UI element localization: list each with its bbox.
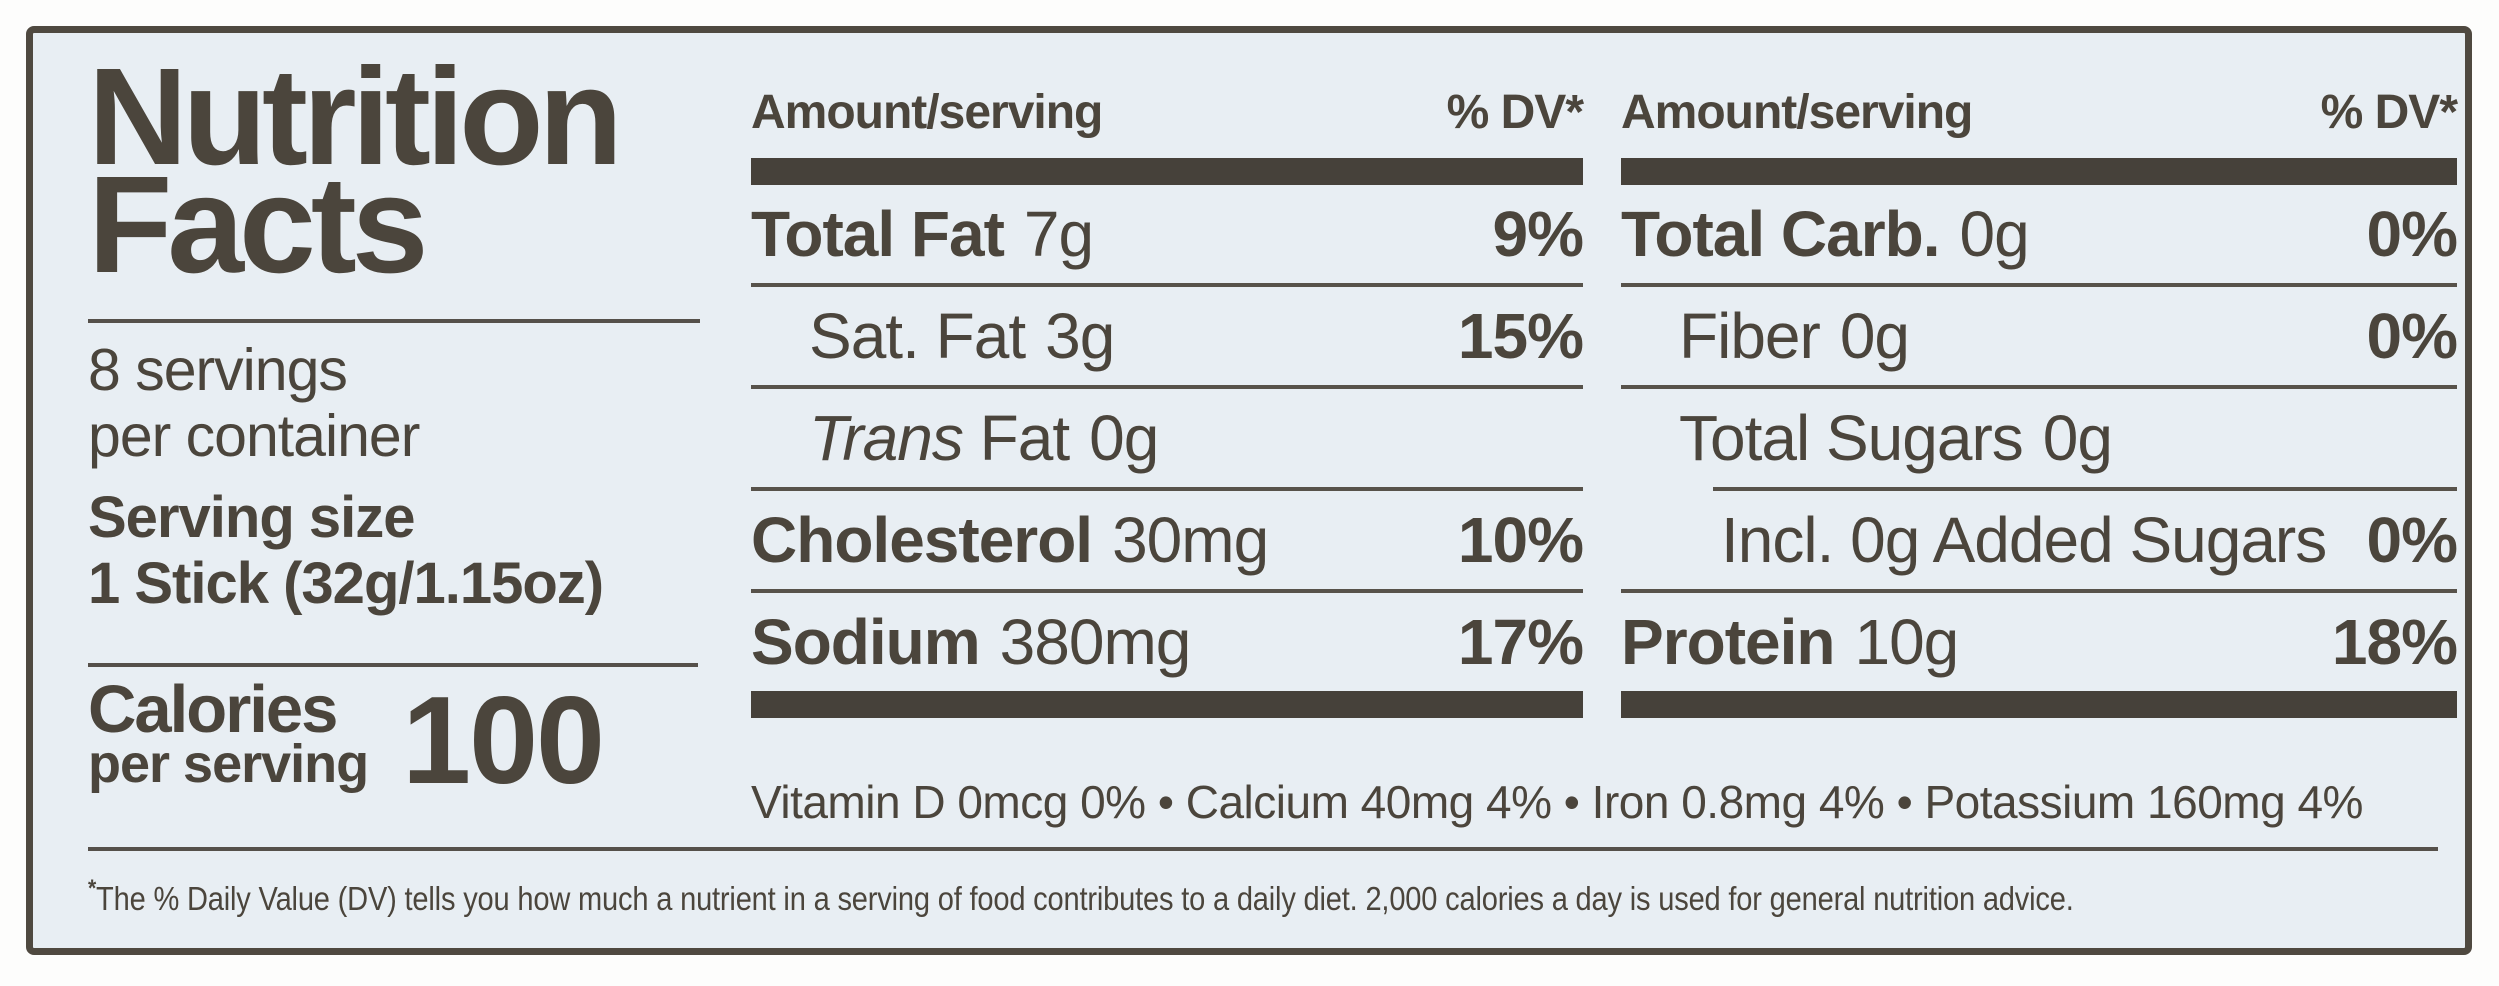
nutrient-row-trans-fat: Trans Fat 0g bbox=[751, 389, 1583, 487]
nutrient-name: Cholesterol bbox=[751, 504, 1093, 576]
nutrient-name: Protein bbox=[1621, 606, 1835, 678]
nutrient-amount: 0g bbox=[1959, 198, 2030, 270]
column-header: Amount/serving % DV* bbox=[751, 33, 1584, 158]
nutrient-row-fiber: Fiber 0g 0% bbox=[1621, 287, 2458, 385]
column-header: Amount/serving % DV* bbox=[1621, 33, 2458, 158]
calories-label-line-2: per serving bbox=[88, 734, 369, 794]
footer-bar bbox=[1621, 691, 2457, 718]
serving-size-label: Serving size bbox=[88, 485, 415, 550]
footnote-text: The % Daily Value (DV) tells you how muc… bbox=[96, 880, 2074, 917]
nutrient-amount: 380mg bbox=[999, 606, 1192, 678]
servings-line-2: per container bbox=[88, 403, 420, 469]
nutrient-name: Total Sugars bbox=[1679, 402, 2024, 474]
nutrient-name: Sat. Fat bbox=[809, 300, 1026, 372]
nutrient-name: Fiber bbox=[1679, 300, 1821, 372]
nutrient-row-total-carb: Total Carb. 0g 0% bbox=[1621, 185, 2458, 283]
servings-per-container: 8 servings per container bbox=[88, 337, 420, 469]
nutrient-amount: 0g bbox=[2042, 402, 2113, 474]
nutrient-name: Sodium bbox=[751, 606, 981, 678]
header-bar bbox=[751, 158, 1583, 185]
footer-bar bbox=[751, 691, 1583, 718]
row-divider bbox=[1621, 283, 2457, 287]
nutrient-amount: 10g bbox=[1854, 606, 1959, 678]
serving-size: Serving size 1 Stick (32g/1.15oz) bbox=[88, 485, 604, 617]
trans-italic: Trans bbox=[809, 402, 964, 474]
nutrient-amount: 0g bbox=[1089, 402, 1159, 474]
nutrient-name: Total Fat bbox=[751, 198, 1005, 270]
calories-label: Calories per serving bbox=[88, 672, 369, 794]
amount-serving-header: Amount/serving bbox=[1621, 86, 1973, 139]
nutrient-dv: 18% bbox=[2331, 606, 2458, 678]
micronutrients-line: Vitamin D 0mcg 0% • Calcium 40mg 4% • Ir… bbox=[751, 776, 2363, 828]
calories-section: Calories per serving 100 bbox=[88, 672, 703, 810]
percent-dv-header: % DV* bbox=[1446, 86, 1584, 139]
nutrient-name: Incl. 0g Added Sugars bbox=[1721, 504, 2327, 576]
nutrition-facts-panel: Nutrition Facts 8 servings per container… bbox=[26, 26, 2472, 955]
row-divider-inset bbox=[1713, 487, 2457, 491]
nutrient-dv: 0% bbox=[2366, 504, 2458, 576]
nutrient-dv: 10% bbox=[1457, 504, 1584, 576]
nutrient-amount: 7g bbox=[1023, 198, 1094, 270]
row-divider bbox=[1621, 589, 2457, 593]
divider-above-footnote bbox=[88, 847, 2438, 851]
nutrient-name: Trans Fat bbox=[809, 402, 1070, 474]
nutrient-row-protein: Protein 10g 18% bbox=[1621, 593, 2458, 691]
calories-value: 100 bbox=[402, 672, 605, 810]
nutrient-row-added-sugars: Incl. 0g Added Sugars 0% bbox=[1621, 491, 2458, 589]
nutrient-column-right: Amount/serving % DV* Total Carb. 0g 0% F… bbox=[1621, 33, 2458, 718]
nutrient-column-left: Amount/serving % DV* Total Fat 7g 9% Sat… bbox=[751, 33, 1584, 718]
row-divider bbox=[1621, 385, 2457, 389]
row-divider bbox=[751, 589, 1583, 593]
nutrient-dv: 0% bbox=[2366, 198, 2458, 270]
divider-under-serving-size bbox=[88, 663, 698, 667]
nutrient-name: Total Carb. bbox=[1621, 198, 1940, 270]
footnote-asterisk: * bbox=[88, 875, 97, 902]
row-divider bbox=[751, 385, 1583, 389]
label-left-section: Nutrition Facts bbox=[88, 40, 700, 302]
nutrient-dv: 0% bbox=[2366, 300, 2458, 372]
nutrient-row-cholesterol: Cholesterol 30mg 10% bbox=[751, 491, 1584, 589]
footnote: *The % Daily Value (DV) tells you how mu… bbox=[88, 875, 2446, 918]
nutrient-dv: 15% bbox=[1457, 300, 1584, 372]
servings-line-1: 8 servings bbox=[88, 337, 348, 403]
header-bar bbox=[1621, 158, 2457, 185]
nutrient-dv: 17% bbox=[1457, 606, 1584, 678]
nutrient-amount: 0g bbox=[1839, 300, 1910, 372]
row-divider bbox=[751, 283, 1583, 287]
serving-size-value: 1 Stick (32g/1.15oz) bbox=[88, 551, 604, 616]
nutrient-dv: 9% bbox=[1492, 198, 1584, 270]
amount-serving-header: Amount/serving bbox=[751, 86, 1103, 139]
nutrition-facts-title: Nutrition Facts bbox=[88, 40, 700, 302]
nutrient-row-sodium: Sodium 380mg 17% bbox=[751, 593, 1584, 691]
calories-label-line-1: Calories bbox=[88, 672, 338, 747]
row-divider bbox=[751, 487, 1583, 491]
divider-under-title bbox=[88, 319, 700, 323]
percent-dv-header: % DV* bbox=[2320, 86, 2458, 139]
nutrient-row-total-sugars: Total Sugars 0g bbox=[1621, 389, 2457, 487]
title-line-2: Facts bbox=[88, 148, 429, 302]
panel-content: Nutrition Facts 8 servings per container… bbox=[33, 33, 2465, 948]
nutrient-amount: 3g bbox=[1045, 300, 1115, 372]
nutrient-row-sat-fat: Sat. Fat 3g 15% bbox=[751, 287, 1584, 385]
nutrient-amount: 30mg bbox=[1112, 504, 1269, 576]
title-line-1: Nutrition bbox=[88, 40, 623, 194]
nutrient-row-total-fat: Total Fat 7g 9% bbox=[751, 185, 1584, 283]
